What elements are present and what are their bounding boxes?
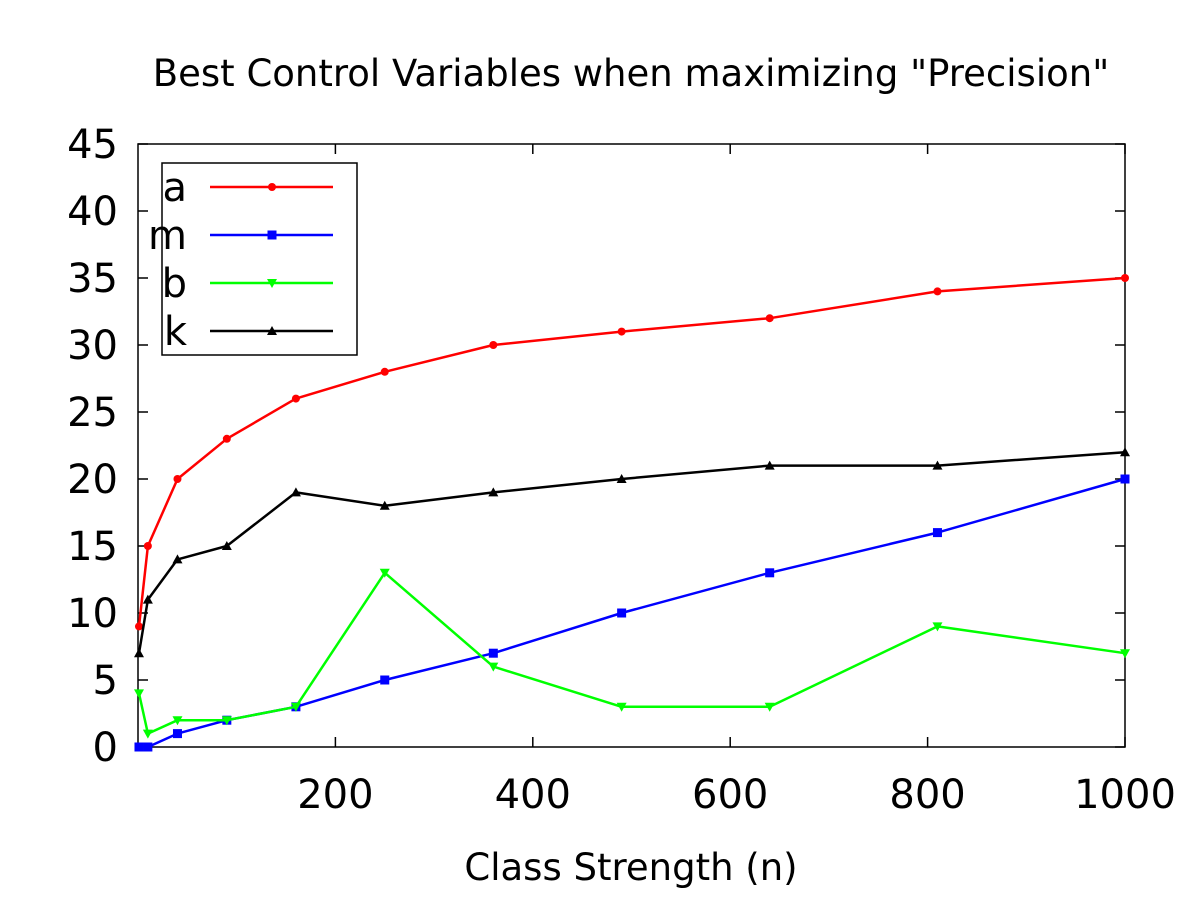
y-tick-label: 0: [93, 725, 118, 771]
x-tick-label: 600: [692, 772, 768, 818]
data-point-m: [172, 729, 182, 739]
legend-label-b: b: [162, 261, 187, 307]
data-point-m: [488, 648, 498, 658]
data-point-k: [488, 487, 499, 497]
plot-frame: [137, 143, 1126, 748]
data-point-b: [142, 729, 153, 739]
data-point-a: [933, 287, 942, 296]
data-point-k: [133, 648, 144, 658]
data-point-m: [1120, 474, 1130, 484]
data-point-b: [379, 568, 390, 578]
data-point-b: [1120, 649, 1130, 659]
axis-ticks: 0 5 10 15 20 25 30 35 40 45 200 400 600 800 1000: [67, 122, 1176, 818]
legend-label-k: k: [164, 309, 188, 355]
legend-marker-k: [267, 326, 277, 335]
data-point-b: [133, 689, 144, 699]
data-point-m: [765, 568, 775, 578]
data-point-k: [290, 487, 301, 497]
x-tick-label: 200: [297, 772, 373, 818]
legend-box: [161, 162, 358, 356]
data-point-a: [291, 394, 300, 403]
y-tick-label: 15: [67, 524, 118, 570]
data-point-m: [617, 608, 627, 618]
series-k: [133, 447, 1130, 658]
y-tick-label: 35: [67, 256, 118, 302]
series-layer: [133, 274, 1130, 752]
data-point-a: [143, 542, 152, 550]
data-point-b: [616, 702, 627, 712]
x-tick-label: 800: [889, 772, 965, 818]
y-tick-label: 25: [67, 390, 118, 436]
y-tick-label: 45: [67, 122, 118, 168]
data-point-b: [488, 662, 499, 672]
legend-label-m: m: [148, 213, 187, 259]
legend-label-a: a: [162, 165, 187, 211]
data-point-k: [379, 500, 390, 510]
data-point-m: [143, 742, 153, 752]
legend-marker-a: [268, 183, 276, 191]
data-point-a: [134, 622, 143, 631]
data-point-a: [380, 367, 389, 376]
series-line-b: [137, 571, 1126, 735]
data-point-b: [172, 716, 183, 726]
data-point-m: [134, 742, 144, 752]
data-point-a: [765, 314, 774, 323]
series-a: [134, 274, 1129, 631]
data-point-k: [764, 460, 775, 470]
data-point-k: [142, 594, 153, 604]
data-point-a: [173, 475, 182, 483]
data-point-a: [489, 341, 498, 349]
data-point-b: [290, 702, 301, 712]
data-point-k: [932, 460, 943, 470]
y-tick-label: 5: [93, 658, 118, 704]
series-line-k: [137, 450, 1126, 654]
data-point-k: [1120, 447, 1130, 457]
legend-marker-m: [267, 230, 277, 240]
legend-marker-b: [267, 279, 277, 288]
data-point-k: [221, 541, 232, 550]
data-point-k: [616, 474, 627, 483]
y-tick-label: 20: [67, 457, 118, 503]
y-tick-label: 30: [67, 323, 118, 369]
data-point-b: [932, 622, 943, 632]
x-tick-label: 400: [495, 772, 571, 818]
series-b: [133, 568, 1130, 739]
data-point-b: [764, 702, 775, 712]
x-tick-label: 1000: [1074, 772, 1176, 818]
data-point-m: [380, 675, 390, 685]
data-point-m: [932, 528, 942, 538]
data-point-b: [221, 716, 232, 726]
y-tick-label: 40: [67, 189, 118, 235]
data-point-a: [222, 434, 231, 443]
x-axis-label: Class Strength (n): [464, 846, 797, 889]
data-point-a: [617, 327, 626, 336]
data-point-k: [172, 554, 183, 564]
chart-title: Best Control Variables when maximizing "…: [153, 52, 1109, 95]
data-point-a: [1121, 274, 1129, 282]
y-tick-label: 10: [67, 591, 118, 637]
